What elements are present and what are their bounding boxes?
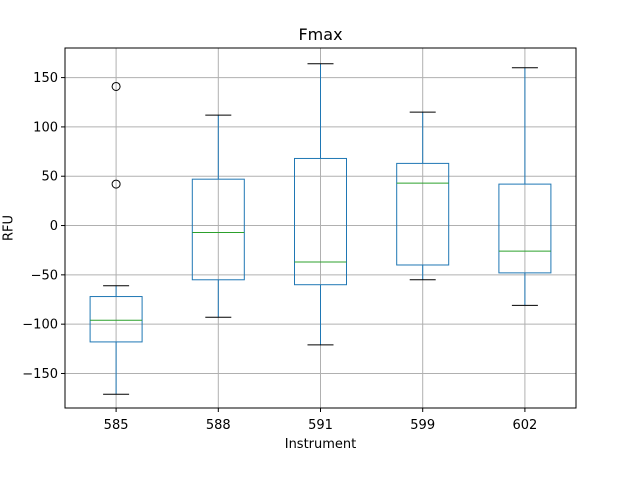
outlier-point xyxy=(111,179,121,189)
iqr-box xyxy=(89,296,143,343)
y-tick-label: 0 xyxy=(50,219,58,234)
y-tick-label: −100 xyxy=(22,318,58,333)
x-tick-label: 591 xyxy=(308,418,333,433)
box-group-585 xyxy=(89,81,143,395)
y-tick-label: 150 xyxy=(33,71,58,86)
box-group-602 xyxy=(498,67,552,306)
x-tick-label: 588 xyxy=(206,418,231,433)
box-group-588 xyxy=(191,114,245,318)
iqr-box xyxy=(191,178,245,281)
y-tick-label: 100 xyxy=(33,120,58,135)
box-layer xyxy=(89,63,552,395)
y-tick-label: −150 xyxy=(22,367,58,382)
box-group-599 xyxy=(396,111,450,281)
box-group-591 xyxy=(294,63,347,346)
iqr-box xyxy=(396,162,450,266)
x-tick-label: 585 xyxy=(104,418,129,433)
outlier-point xyxy=(111,81,121,91)
iqr-box xyxy=(498,183,552,274)
y-tick-label: −50 xyxy=(31,268,58,283)
chart-title: Fmax xyxy=(298,25,342,44)
x-tick-label: 602 xyxy=(512,418,537,433)
x-tick-label: 599 xyxy=(410,418,435,433)
tick-layer: −150 −100 −50 0 50 100 150 585 588 591 599 602 xyxy=(22,71,537,433)
x-axis-title: Instrument xyxy=(285,437,357,452)
iqr-box xyxy=(294,157,347,286)
y-tick-label: 50 xyxy=(41,170,58,185)
y-axis-title: RFU xyxy=(2,215,17,241)
